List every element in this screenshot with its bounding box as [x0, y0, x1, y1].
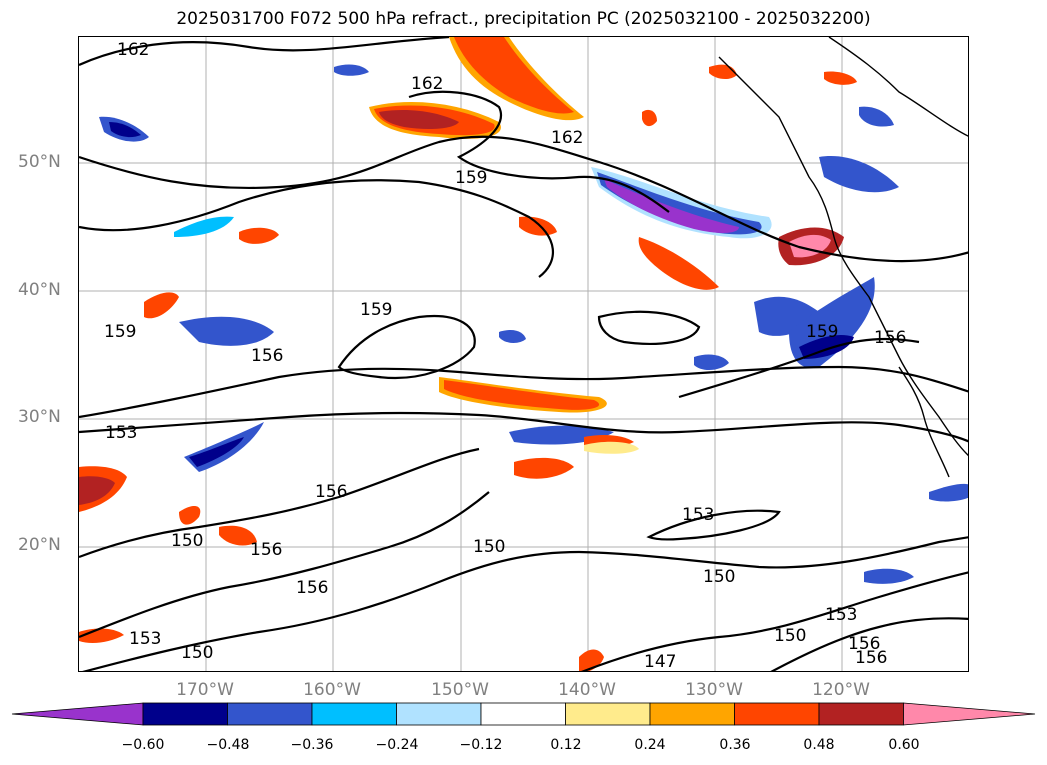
precip-blob [189, 437, 244, 467]
precip-blob [79, 476, 115, 505]
precip-blob [179, 316, 274, 346]
contour-label: 150 [473, 537, 505, 557]
contour-label: 156 [251, 346, 283, 366]
colorbar-cell [649, 702, 735, 726]
precip-blob [824, 71, 857, 85]
contour-label: 153 [825, 605, 857, 625]
precip-negative-areas [99, 64, 968, 584]
contour-label: 159 [806, 322, 838, 342]
precip-blob [219, 525, 257, 546]
contour-label: 156 [315, 482, 347, 502]
colorbar-tick: −0.60 [121, 737, 165, 753]
lat-label-40n: 40°N [18, 280, 61, 300]
lon-label-170w: 170°W [176, 680, 234, 700]
colorbar-tick: −0.12 [459, 737, 503, 753]
precip-blob [514, 457, 574, 479]
contour-label: 153 [105, 423, 137, 443]
colorbar-cell [311, 702, 397, 726]
contour-label: 150 [171, 531, 203, 551]
colorbar-cell [396, 702, 482, 726]
precip-blob [597, 172, 762, 235]
contour-label: 153 [129, 629, 161, 649]
map-title: 2025031700 F072 500 hPa refract., precip… [176, 9, 871, 29]
contour-label: 150 [774, 626, 806, 646]
colorbar-cells [11, 702, 1036, 726]
precip-blob [694, 354, 729, 371]
precip-blob [859, 106, 894, 127]
colorbar-cell [565, 702, 651, 726]
contour-label: 156 [874, 328, 906, 348]
contour-label: 159 [360, 300, 392, 320]
colorbar-cell [480, 702, 566, 726]
contour-label: 156 [296, 578, 328, 598]
contour-label: 162 [411, 74, 443, 94]
contour-label: 147 [644, 652, 676, 672]
precip-blob [454, 37, 574, 114]
colorbar-cell [142, 702, 228, 726]
contour-label: 159 [455, 168, 487, 188]
precip-blob [109, 122, 141, 138]
lon-label-160w: 160°W [303, 680, 361, 700]
contour-label-group: 162 162 162 159 159 159 159 156 156 156 … [104, 40, 906, 672]
precip-blob [444, 380, 600, 410]
contour-label: 159 [104, 322, 136, 342]
lat-label-20n: 20°N [18, 535, 61, 555]
lon-label-140w: 140°W [558, 680, 616, 700]
colorbar-cell [818, 702, 904, 726]
contour-label: 150 [703, 567, 735, 587]
contour-label: 156 [250, 540, 282, 560]
precip-positive-areas [79, 37, 857, 671]
colorbar-tick: −0.36 [290, 737, 334, 753]
precip-blob [929, 483, 968, 502]
precip-blob [604, 179, 739, 233]
colorbar-tick: −0.24 [375, 737, 419, 753]
colorbar-tick: −0.48 [206, 737, 250, 753]
contour-label: 162 [117, 40, 149, 60]
contour-label: 153 [682, 505, 714, 525]
colorbar-tick: 0.24 [634, 737, 666, 753]
precip-blob [819, 156, 899, 193]
precip-blob [239, 227, 279, 244]
precip-blob [642, 109, 657, 127]
colorbar-tick: 0.48 [803, 737, 835, 753]
colorbar-cell [903, 702, 1036, 726]
colorbar-cell [734, 702, 820, 726]
colorbar-tick: 0.60 [888, 737, 920, 753]
coastlines [718, 37, 968, 478]
lat-label-30n: 30°N [18, 407, 61, 427]
contour-lines [79, 37, 968, 671]
contour-label: 150 [181, 643, 213, 663]
contour-label: 156 [848, 634, 880, 654]
lon-label-150w: 150°W [431, 680, 489, 700]
gridlines [79, 37, 968, 671]
precip-blob [864, 568, 914, 584]
colorbar-cell [11, 702, 144, 726]
lat-label-50n: 50°N [18, 152, 61, 172]
lon-label-120w: 120°W [812, 680, 870, 700]
precip-blob [499, 329, 526, 343]
colorbar-tick: 0.36 [719, 737, 751, 753]
precip-blob [334, 64, 369, 76]
precip-blob [638, 237, 719, 290]
precip-blob [799, 335, 854, 359]
precip-blob [174, 216, 234, 237]
precip-blob [379, 110, 459, 130]
precip-blob [144, 292, 179, 319]
colorbar-cell [227, 702, 313, 726]
colorbar-tick: 0.12 [550, 737, 582, 753]
precip-blob [79, 628, 124, 643]
contour-label: 156 [855, 648, 887, 668]
lon-label-130w: 130°W [685, 680, 743, 700]
precip-blob [709, 64, 737, 80]
colorbar [11, 702, 1036, 726]
precip-blob [584, 441, 639, 454]
contour-label: 162 [551, 128, 583, 148]
map-panel: 162 162 162 159 159 159 159 156 156 156 … [78, 36, 969, 672]
precip-blob [519, 216, 557, 236]
precip-blob [179, 505, 201, 525]
